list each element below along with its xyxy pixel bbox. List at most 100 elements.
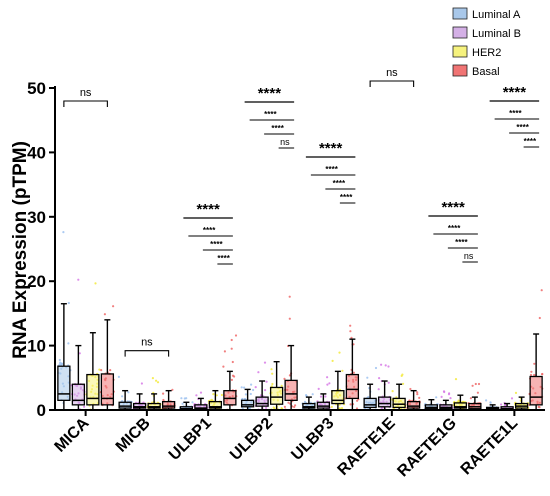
category-group-ulbp2 [240, 295, 298, 412]
data-point [469, 397, 472, 400]
data-point [476, 391, 479, 394]
data-point [151, 377, 154, 380]
data-point [283, 405, 286, 408]
data-point [265, 380, 268, 383]
data-point [349, 324, 352, 327]
legend-label: Luminal B [472, 28, 521, 40]
data-point [103, 313, 106, 316]
data-point [62, 231, 65, 234]
category-group-raete1e [363, 363, 421, 412]
data-point [418, 396, 421, 399]
data-point [230, 347, 233, 350]
data-point [183, 397, 186, 400]
data-point [83, 405, 86, 408]
significance-annotations: **** **** **** ns [244, 85, 295, 149]
box [71, 383, 86, 406]
legend-label: Luminal A [472, 9, 521, 21]
data-point [257, 371, 260, 374]
category-group-ulbp1 [178, 334, 238, 412]
data-point [341, 369, 344, 372]
data-point [249, 392, 252, 396]
data-point [533, 362, 536, 365]
data-point [252, 388, 255, 392]
data-point [530, 370, 533, 373]
data-point [324, 395, 327, 398]
x-tick-label: ULBP3 [288, 415, 337, 464]
data-point [326, 376, 329, 379]
data-point [319, 395, 323, 398]
box [240, 399, 255, 408]
significance-label: **** [203, 226, 216, 235]
category-group-raete1l [485, 289, 544, 412]
data-point [366, 376, 369, 379]
x-tick-label: RAETE1G [394, 415, 459, 480]
data-point [311, 393, 314, 396]
significance-label: ns [80, 87, 92, 99]
data-point [326, 383, 329, 386]
significance-label: **** [210, 240, 223, 249]
significance-label: **** [258, 85, 282, 102]
box [100, 373, 115, 406]
data-point [244, 393, 247, 396]
data-point [271, 372, 274, 375]
data-point [349, 330, 352, 333]
data-point [442, 390, 446, 393]
significance-label: **** [524, 137, 537, 146]
box [147, 402, 161, 409]
x-tick-label: ULBP1 [166, 415, 215, 464]
significance-label: **** [333, 179, 346, 188]
data-point [350, 336, 353, 339]
data-point [356, 399, 359, 402]
y-tick-label: 50 [27, 79, 46, 98]
data-point [380, 363, 383, 366]
data-point [250, 383, 253, 386]
data-point [127, 391, 130, 394]
data-point [263, 361, 267, 364]
data-point [305, 394, 308, 397]
data-point [234, 334, 238, 337]
significance-annotations: ns [369, 67, 415, 87]
data-point [180, 397, 183, 400]
significance-annotations: ns [124, 337, 170, 357]
y-tick-label: 20 [27, 272, 46, 291]
data-point [94, 282, 97, 285]
data-point [67, 301, 70, 305]
data-point [78, 352, 81, 355]
data-point [181, 402, 184, 405]
data-point [162, 392, 165, 395]
significance-label: **** [441, 199, 465, 216]
data-point [67, 342, 70, 345]
y-tick-label: 0 [37, 401, 46, 420]
data-point [117, 375, 120, 378]
x-tick-label: MICB [113, 415, 154, 456]
data-point [220, 393, 223, 397]
data-point [349, 403, 352, 406]
y-axis-label: RNA Expression (pTPM) [10, 141, 31, 359]
data-point [330, 405, 333, 408]
data-point [378, 377, 381, 380]
data-point [514, 391, 518, 394]
data-point [400, 374, 403, 377]
data-point [485, 399, 488, 402]
box [118, 401, 132, 409]
significance-annotations: ns [63, 87, 108, 107]
significance-annotations: **** **** **** **** [305, 140, 356, 204]
significance-label: **** [516, 123, 529, 132]
data-point [171, 388, 174, 391]
data-point [317, 387, 320, 390]
category-group-mica [57, 231, 115, 411]
data-point [231, 374, 235, 377]
data-point [155, 379, 158, 382]
significance-label: ns [464, 251, 474, 261]
data-point [387, 381, 390, 384]
box [284, 379, 298, 401]
x-tick-label: MICA [52, 414, 93, 455]
box [529, 375, 543, 406]
data-point [352, 371, 355, 374]
data-point [280, 407, 283, 410]
x-axis: MICA MICB ULBP1 ULBP2 ULBP3RAETE1ERAETE1GRAE… [52, 409, 545, 480]
data-point [243, 386, 246, 389]
data-point [265, 406, 268, 409]
data-point [156, 381, 160, 384]
